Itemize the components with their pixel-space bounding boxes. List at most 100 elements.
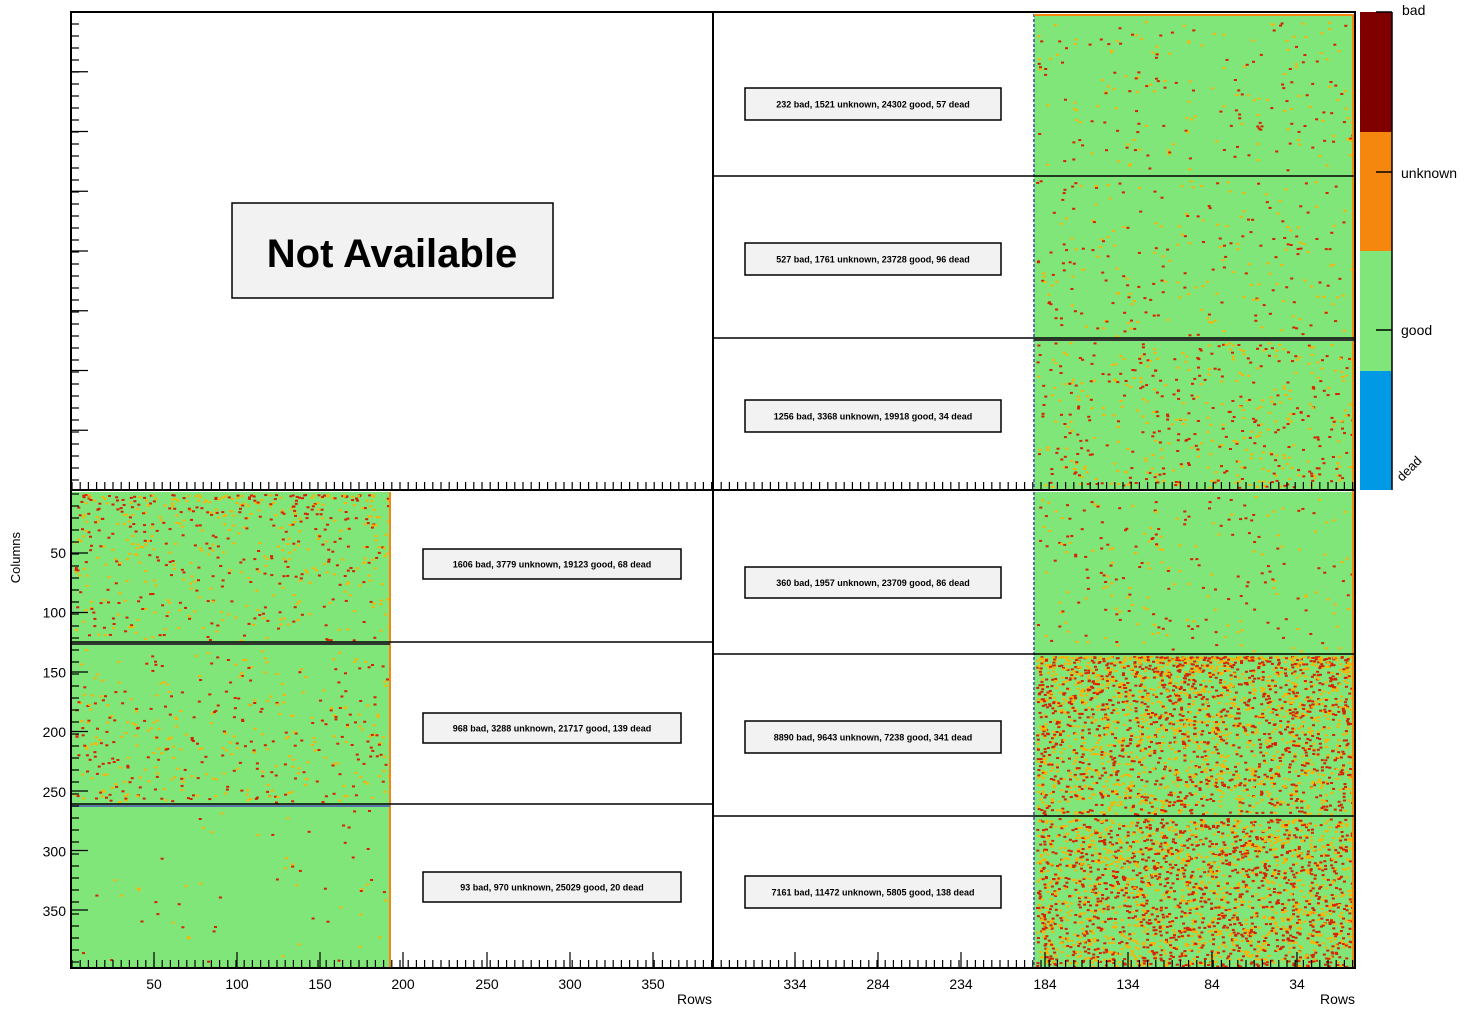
bad-pixel — [1059, 222, 1063, 225]
bad-pixel — [1176, 281, 1180, 284]
bad-pixel — [332, 762, 336, 765]
bad-pixel — [1330, 664, 1334, 667]
bad-pixel — [1249, 669, 1253, 672]
bad-pixel — [1319, 787, 1323, 790]
bad-pixel — [1161, 265, 1165, 268]
bad-pixel — [1036, 181, 1040, 184]
bad-pixel — [1153, 623, 1156, 626]
bad-pixel — [1342, 712, 1346, 715]
bad-pixel — [1206, 317, 1209, 320]
bad-pixel — [1211, 727, 1215, 729]
bad-pixel — [1153, 735, 1157, 738]
bad-pixel — [208, 693, 212, 696]
bad-pixel — [1332, 664, 1336, 667]
bad-pixel — [1053, 719, 1057, 722]
bad-pixel — [1036, 791, 1040, 794]
bad-pixel — [1282, 348, 1286, 351]
bad-pixel — [216, 704, 220, 707]
bad-pixel — [1187, 583, 1191, 585]
bad-pixel — [1041, 771, 1045, 774]
bad-pixel — [215, 511, 219, 514]
bad-pixel — [1164, 384, 1168, 387]
bad-pixel — [1212, 751, 1216, 754]
bad-pixel — [1237, 776, 1241, 779]
bad-pixel — [1271, 742, 1275, 745]
bad-pixel — [1214, 676, 1218, 679]
bad-pixel — [347, 581, 350, 584]
bad-pixel — [1281, 695, 1285, 698]
bad-pixel — [1298, 657, 1302, 660]
bad-pixel — [1079, 673, 1083, 676]
bad-pixel — [153, 579, 157, 582]
bad-pixel — [1114, 812, 1118, 815]
bad-pixel — [1058, 399, 1062, 402]
bad-pixel — [1344, 730, 1348, 733]
bad-pixel — [1289, 807, 1293, 810]
bad-pixel — [135, 554, 139, 557]
bad-pixel — [1345, 557, 1349, 560]
bad-pixel — [1292, 744, 1295, 747]
bad-pixel — [1068, 725, 1072, 727]
bad-pixel — [1334, 703, 1338, 706]
bad-pixel — [1335, 748, 1339, 751]
bad-pixel — [1090, 753, 1094, 756]
bad-pixel — [1161, 806, 1165, 808]
bad-pixel — [1266, 746, 1270, 749]
bad-pixel — [1335, 700, 1339, 703]
bad-pixel — [1103, 637, 1107, 639]
bad-pixel — [1179, 691, 1183, 694]
bad-pixel — [1127, 143, 1130, 146]
bad-pixel — [107, 576, 111, 579]
bad-pixel — [1065, 785, 1069, 788]
bad-pixel — [1350, 268, 1354, 271]
bad-pixel — [1113, 744, 1117, 747]
bad-pixel — [1103, 733, 1107, 736]
bad-pixel — [1243, 784, 1247, 787]
bad-pixel — [1078, 785, 1082, 788]
bad-pixel — [1337, 804, 1341, 807]
bad-pixel — [1320, 367, 1324, 370]
bad-pixel — [171, 756, 175, 759]
bad-pixel — [1128, 775, 1132, 778]
bad-pixel — [1220, 444, 1224, 446]
bad-pixel — [278, 582, 282, 585]
bad-pixel — [376, 713, 380, 716]
bad-pixel — [1065, 699, 1069, 702]
bad-pixel — [1069, 778, 1072, 781]
bad-pixel — [1313, 476, 1317, 479]
bad-pixel — [1251, 768, 1255, 771]
bad-pixel — [1170, 727, 1174, 730]
bad-pixel — [1072, 943, 1076, 946]
bad-pixel — [358, 945, 362, 948]
bad-pixel — [138, 776, 142, 779]
bad-pixel — [1256, 125, 1260, 128]
bad-pixel — [152, 721, 156, 724]
bad-pixel — [1232, 672, 1236, 675]
bad-pixel — [184, 606, 187, 609]
bad-pixel — [1068, 696, 1072, 699]
bad-pixel — [338, 583, 342, 586]
bad-pixel — [1139, 659, 1143, 662]
bad-pixel — [166, 738, 170, 741]
bad-pixel — [1054, 677, 1058, 680]
bad-pixel — [1276, 665, 1280, 668]
bad-pixel — [1110, 803, 1114, 806]
bad-pixel — [1257, 738, 1261, 741]
bad-pixel — [166, 683, 170, 686]
bad-pixel — [1175, 686, 1179, 689]
bad-pixel — [258, 542, 262, 545]
bad-pixel — [124, 630, 128, 633]
bad-pixel — [112, 623, 116, 625]
bad-pixel — [260, 499, 264, 502]
bad-pixel — [1348, 357, 1352, 360]
bad-pixel — [1099, 677, 1103, 680]
bad-pixel — [111, 548, 115, 551]
bad-pixel — [1144, 697, 1148, 700]
bad-pixel — [1123, 773, 1127, 776]
bad-pixel — [1243, 731, 1247, 734]
bad-pixel — [1273, 804, 1277, 807]
bad-pixel — [199, 679, 203, 681]
bad-pixel — [1040, 662, 1044, 665]
bad-pixel — [281, 509, 285, 512]
bad-pixel — [82, 535, 85, 538]
